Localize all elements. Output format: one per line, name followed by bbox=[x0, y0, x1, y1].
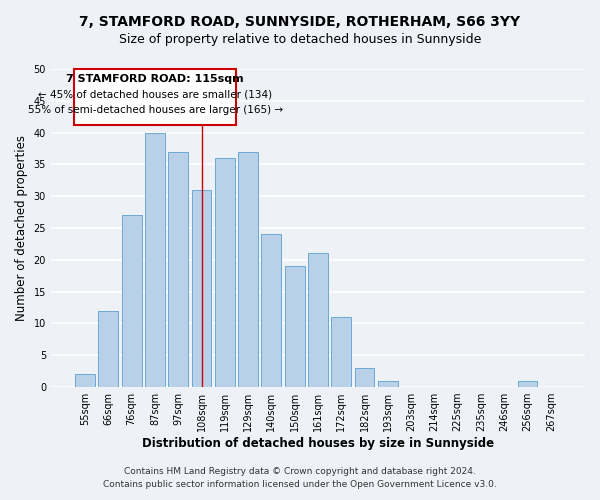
Bar bbox=[262, 234, 281, 387]
Bar bbox=[145, 132, 165, 387]
Bar bbox=[98, 310, 118, 387]
Text: Size of property relative to detached houses in Sunnyside: Size of property relative to detached ho… bbox=[119, 33, 481, 46]
FancyBboxPatch shape bbox=[74, 69, 236, 125]
Bar bbox=[378, 380, 398, 387]
Bar bbox=[518, 380, 538, 387]
Text: ← 45% of detached houses are smaller (134): ← 45% of detached houses are smaller (13… bbox=[38, 90, 272, 100]
Bar bbox=[215, 158, 235, 387]
Text: 7 STAMFORD ROAD: 115sqm: 7 STAMFORD ROAD: 115sqm bbox=[67, 74, 244, 84]
Bar bbox=[122, 216, 142, 387]
Bar bbox=[75, 374, 95, 387]
Y-axis label: Number of detached properties: Number of detached properties bbox=[15, 135, 28, 321]
Bar bbox=[331, 317, 351, 387]
Bar bbox=[308, 254, 328, 387]
Bar bbox=[238, 152, 258, 387]
Bar bbox=[191, 190, 211, 387]
Text: Contains HM Land Registry data © Crown copyright and database right 2024.
Contai: Contains HM Land Registry data © Crown c… bbox=[103, 468, 497, 489]
Bar bbox=[355, 368, 374, 387]
Text: 7, STAMFORD ROAD, SUNNYSIDE, ROTHERHAM, S66 3YY: 7, STAMFORD ROAD, SUNNYSIDE, ROTHERHAM, … bbox=[79, 15, 521, 29]
Bar bbox=[285, 266, 305, 387]
X-axis label: Distribution of detached houses by size in Sunnyside: Distribution of detached houses by size … bbox=[142, 437, 494, 450]
Bar bbox=[169, 152, 188, 387]
Text: 55% of semi-detached houses are larger (165) →: 55% of semi-detached houses are larger (… bbox=[28, 106, 283, 116]
